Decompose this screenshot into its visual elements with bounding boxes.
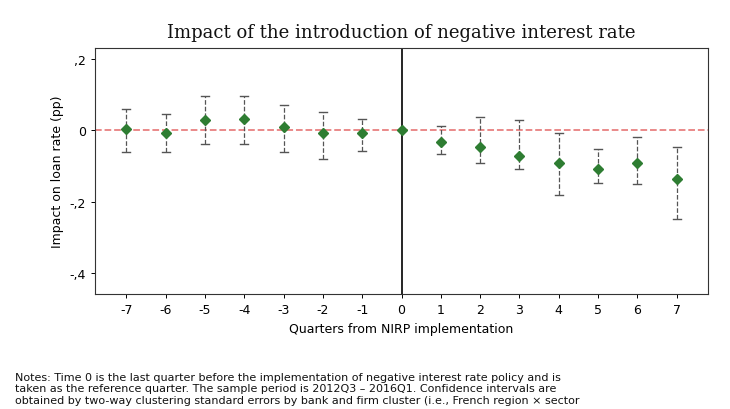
Y-axis label: Impact on loan rate (pp): Impact on loan rate (pp) bbox=[51, 96, 64, 248]
Text: Notes: Time 0 is the last quarter before the implementation of negative interest: Notes: Time 0 is the last quarter before… bbox=[15, 372, 579, 405]
Title: Impact of the introduction of negative interest rate: Impact of the introduction of negative i… bbox=[167, 24, 636, 42]
X-axis label: Quarters from NIRP implementation: Quarters from NIRP implementation bbox=[289, 322, 514, 335]
